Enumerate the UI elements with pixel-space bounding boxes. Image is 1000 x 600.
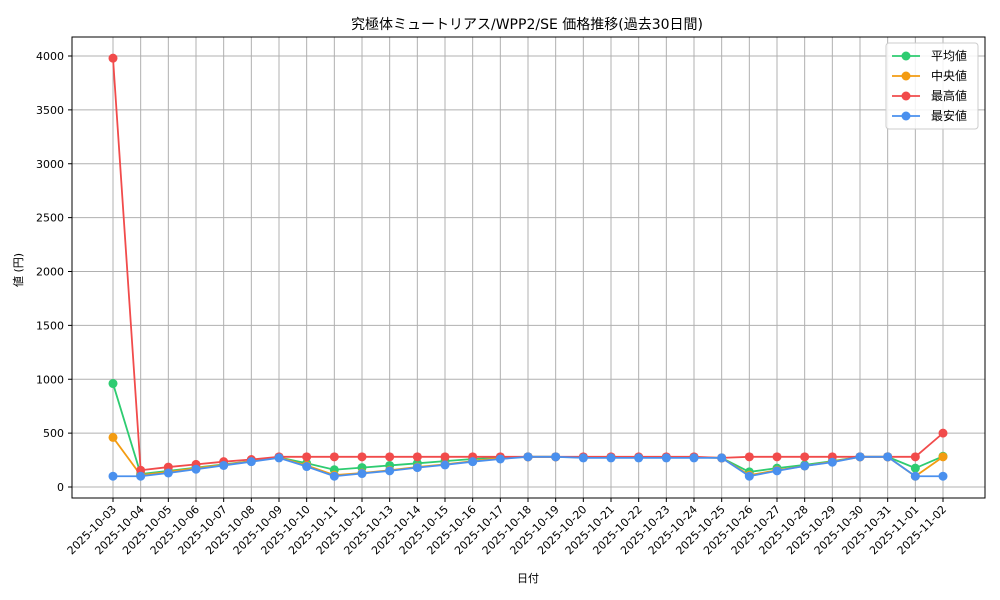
legend-marker-icon [901, 71, 911, 81]
data-point [357, 452, 367, 462]
x-axis-label: 日付 [517, 572, 539, 585]
data-point [468, 457, 478, 467]
data-point [329, 452, 339, 462]
y-tick-label: 2000 [36, 266, 64, 279]
grid-lines [72, 37, 985, 498]
data-series [108, 53, 948, 481]
data-point [606, 453, 616, 463]
data-point [274, 453, 284, 463]
data-point [108, 53, 118, 63]
y-tick-label: 0 [57, 481, 64, 494]
data-point [385, 466, 395, 476]
data-point [440, 452, 450, 462]
data-point [578, 453, 588, 463]
data-point [938, 452, 948, 462]
data-point [855, 452, 865, 462]
data-point [634, 453, 644, 463]
data-point [689, 453, 699, 463]
data-point [412, 463, 422, 473]
y-tick-label: 2500 [36, 212, 64, 225]
data-point [302, 462, 312, 472]
legend-label: 最安値 [931, 108, 967, 123]
data-point [800, 461, 810, 471]
data-point [938, 471, 948, 481]
data-point [910, 471, 920, 481]
data-point [108, 471, 118, 481]
data-point [412, 452, 422, 462]
legend-item: 最安値 [892, 108, 967, 123]
data-point [772, 466, 782, 476]
legend-item: 中央値 [892, 68, 967, 83]
data-point [827, 457, 837, 467]
chart-title: 究極体ミュートリアス/WPP2/SE 価格推移(過去30日間) [351, 17, 703, 33]
data-point [385, 452, 395, 462]
data-point [717, 453, 727, 463]
data-point [800, 452, 810, 462]
data-point [108, 432, 118, 442]
y-tick-label: 1000 [36, 373, 64, 386]
data-point [302, 452, 312, 462]
data-point [329, 471, 339, 481]
data-point [938, 428, 948, 438]
data-point [523, 452, 533, 462]
y-tick-label: 4000 [36, 50, 64, 63]
data-point [744, 471, 754, 481]
series-最安値 [108, 452, 948, 481]
x-axis: 2025-10-032025-10-042025-10-052025-10-06… [65, 498, 949, 557]
data-point [246, 457, 256, 467]
y-axis: 0 500 1000 1500 2000 2500 3000 3500 4000 [36, 50, 72, 494]
data-point [551, 452, 561, 462]
data-point [136, 471, 146, 481]
data-point [910, 452, 920, 462]
legend-marker-icon [901, 111, 911, 121]
y-tick-label: 500 [43, 427, 64, 440]
data-point [108, 379, 118, 389]
data-point [495, 454, 505, 464]
legend-item: 最高値 [892, 88, 967, 103]
y-axis-label: 値 (円) [12, 253, 25, 287]
data-point [191, 464, 201, 474]
legend-label: 平均値 [931, 48, 967, 63]
data-point [772, 452, 782, 462]
data-point [661, 453, 671, 463]
data-point [163, 468, 173, 478]
y-tick-label: 3000 [36, 158, 64, 171]
legend-marker-icon [901, 51, 911, 61]
legend-label: 最高値 [931, 88, 967, 103]
data-point [883, 452, 893, 462]
data-point [744, 452, 754, 462]
data-point [440, 460, 450, 470]
data-point [357, 469, 367, 479]
data-point [910, 463, 920, 473]
legend-label: 中央値 [931, 68, 967, 83]
legend-box [885, 42, 979, 130]
data-point [219, 460, 229, 470]
y-tick-label: 1500 [36, 319, 64, 332]
legend-item: 平均値 [892, 48, 967, 63]
legend-marker-icon [901, 91, 911, 101]
y-tick-label: 3500 [36, 104, 64, 117]
